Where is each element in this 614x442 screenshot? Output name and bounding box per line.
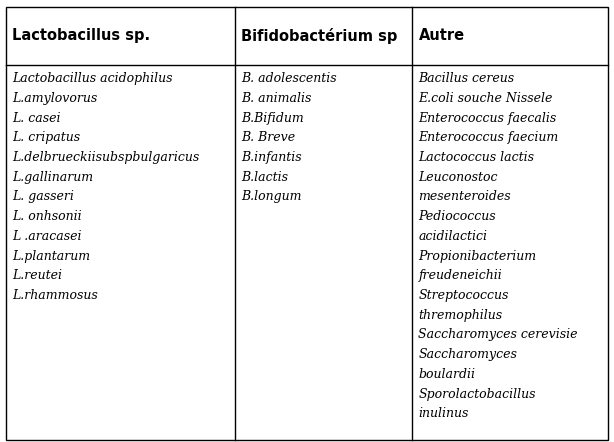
Text: L.delbrueckiisubspbulgaricus: L.delbrueckiisubspbulgaricus [12, 151, 200, 164]
Text: Propionibacterium: Propionibacterium [419, 250, 537, 263]
Text: Bacillus cereus: Bacillus cereus [419, 72, 515, 85]
Text: Lactococcus lactis: Lactococcus lactis [419, 151, 534, 164]
Text: Leuconostoc: Leuconostoc [419, 171, 498, 184]
Text: Enterococcus faecium: Enterococcus faecium [419, 131, 559, 144]
Text: Sporolactobacillus: Sporolactobacillus [419, 388, 536, 400]
Text: Saccharomyces cerevisie: Saccharomyces cerevisie [419, 328, 578, 341]
Text: L. cripatus: L. cripatus [12, 131, 80, 144]
Text: L. onhsonii: L. onhsonii [12, 210, 82, 223]
Text: L. gasseri: L. gasseri [12, 191, 74, 203]
Text: L.plantarum: L.plantarum [12, 250, 90, 263]
Text: L.gallinarum: L.gallinarum [12, 171, 93, 184]
Text: mesenteroides: mesenteroides [419, 191, 511, 203]
Text: B. animalis: B. animalis [241, 92, 311, 105]
Text: Lactobacillus acidophilus: Lactobacillus acidophilus [12, 72, 173, 85]
Text: E.coli souche Nissele: E.coli souche Nissele [419, 92, 553, 105]
Text: Saccharomyces: Saccharomyces [419, 348, 518, 361]
Text: thremophilus: thremophilus [419, 309, 503, 322]
Text: B.longum: B.longum [241, 191, 301, 203]
Text: B.infantis: B.infantis [241, 151, 301, 164]
Text: Enterococcus faecalis: Enterococcus faecalis [419, 111, 557, 125]
Text: boulardii: boulardii [419, 368, 475, 381]
Text: inulinus: inulinus [419, 407, 469, 420]
Text: B.Bifidum: B.Bifidum [241, 111, 304, 125]
Text: freudeneichii: freudeneichii [419, 269, 502, 282]
Text: B. adolescentis: B. adolescentis [241, 72, 336, 85]
Text: Streptococcus: Streptococcus [419, 289, 509, 302]
Text: Pediococcus: Pediococcus [419, 210, 496, 223]
Text: L.reutei: L.reutei [12, 269, 62, 282]
Text: Bifidobactérium sp: Bifidobactérium sp [241, 28, 397, 44]
Text: B.lactis: B.lactis [241, 171, 288, 184]
Text: acidilactici: acidilactici [419, 230, 488, 243]
Text: B. Breve: B. Breve [241, 131, 295, 144]
Text: Autre: Autre [419, 28, 465, 43]
Text: L. casei: L. casei [12, 111, 61, 125]
Text: L.amylovorus: L.amylovorus [12, 92, 98, 105]
Text: L .aracasei: L .aracasei [12, 230, 82, 243]
Text: L.rhammosus: L.rhammosus [12, 289, 98, 302]
Text: Lactobacillus sp.: Lactobacillus sp. [12, 28, 150, 43]
